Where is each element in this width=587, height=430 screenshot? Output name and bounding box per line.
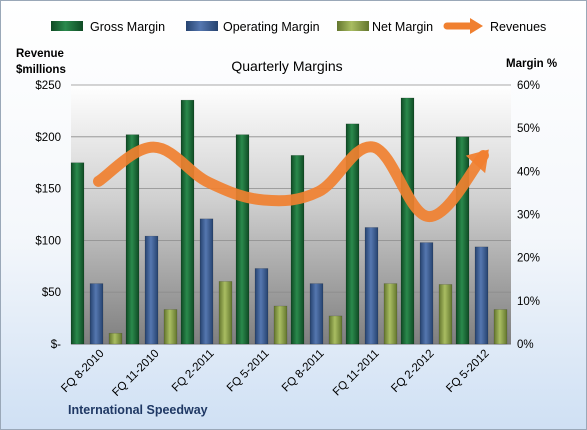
- left-tick-label: $-: [51, 339, 61, 351]
- bar-gross-margin: [180, 99, 195, 345]
- legend-arrow-revenues: [470, 18, 483, 34]
- bar-gross-margin: [400, 97, 415, 345]
- legend-label-revenues: Revenues: [490, 20, 546, 34]
- legend-label-operating-margin: Operating Margin: [223, 20, 320, 34]
- chart-title: Quarterly Margins: [231, 58, 342, 74]
- bar-gross-margin: [345, 123, 360, 345]
- right-axis-title: Margin %: [506, 58, 557, 70]
- right-tick-label: 60%: [517, 80, 540, 92]
- bar-operating-margin: [419, 242, 434, 345]
- bar-net-margin: [438, 284, 453, 345]
- left-tick-label: $50: [42, 287, 61, 299]
- right-axis-ticks: 0% 10% 20% 30% 40% 50% 60%: [517, 80, 540, 351]
- legend-item-operating-margin: Operating Margin: [186, 20, 320, 34]
- bar-operating-margin: [309, 283, 324, 345]
- bar-net-margin: [163, 309, 178, 345]
- bar-net-margin: [328, 315, 343, 345]
- bar-gross-margin: [235, 134, 250, 345]
- legend-swatch-operating-margin: [186, 21, 218, 31]
- x-tick-label: FQ 8-2010: [59, 348, 106, 395]
- footer-company: International Speedway: [68, 403, 208, 417]
- legend-item-revenues: Revenues: [443, 18, 546, 34]
- bar-operating-margin: [254, 268, 269, 345]
- right-tick-label: 10%: [517, 296, 540, 308]
- legend-item-net-margin: Net Margin: [337, 20, 433, 34]
- revenue-line-group: [93, 141, 489, 223]
- x-axis-labels: FQ 8-2010 FQ 11-2010 FQ 2-2011 FQ 5-2011 FQ …: [59, 348, 491, 399]
- left-tick-label: $100: [35, 235, 61, 247]
- right-tick-label: 40%: [517, 166, 540, 178]
- x-tick-label: FQ 8-2011: [280, 348, 327, 395]
- bar-operating-margin: [474, 246, 489, 345]
- legend: Gross Margin Operating Margin Net Margin…: [51, 18, 546, 34]
- bar-operating-margin: [89, 283, 104, 345]
- bar-gross-margin: [70, 162, 85, 345]
- legend-label-net-margin: Net Margin: [372, 20, 433, 34]
- revenue-arrowhead: [465, 149, 489, 174]
- left-axis-ticks: $- $50 $100 $150 $200 $250: [35, 80, 61, 351]
- right-tick-label: 20%: [517, 253, 540, 265]
- left-axis-title-line2: $millions: [16, 64, 66, 76]
- left-axis-title-line1: Revenue: [16, 48, 64, 60]
- legend-item-gross-margin: Gross Margin: [51, 20, 165, 34]
- revenue-line: [93, 141, 489, 223]
- bar-gross-margin: [455, 136, 470, 345]
- bar-net-margin: [383, 283, 398, 345]
- x-tick-label: FQ 2-2011: [170, 348, 217, 395]
- legend-swatch-gross-margin: [51, 21, 83, 31]
- x-tick-label: FQ 11-2011: [331, 348, 382, 399]
- x-tick-label: FQ 2-2012: [389, 348, 436, 395]
- bar-operating-margin: [364, 227, 379, 345]
- bar-operating-margin: [199, 218, 214, 345]
- bar-gross-margin: [125, 134, 140, 345]
- bar-operating-margin: [144, 235, 159, 345]
- right-tick-label: 30%: [517, 210, 540, 222]
- bar-net-margin: [493, 309, 508, 345]
- right-tick-label: 50%: [517, 123, 540, 135]
- bar-net-margin: [218, 281, 233, 345]
- legend-swatch-net-margin: [337, 21, 369, 31]
- left-tick-label: $150: [35, 184, 61, 196]
- bar-net-margin: [273, 305, 288, 345]
- right-tick-label: 0%: [517, 339, 534, 351]
- x-tick-label: FQ 5-2012: [444, 348, 491, 395]
- x-tick-label: FQ 5-2011: [225, 348, 272, 395]
- bar-gross-margin: [290, 155, 305, 345]
- legend-label-gross-margin: Gross Margin: [90, 20, 165, 34]
- bars: [70, 97, 508, 345]
- left-tick-label: $200: [35, 132, 61, 144]
- left-tick-label: $250: [35, 80, 61, 92]
- bar-net-margin: [108, 332, 123, 345]
- x-tick-label: FQ 11-2010: [110, 348, 161, 399]
